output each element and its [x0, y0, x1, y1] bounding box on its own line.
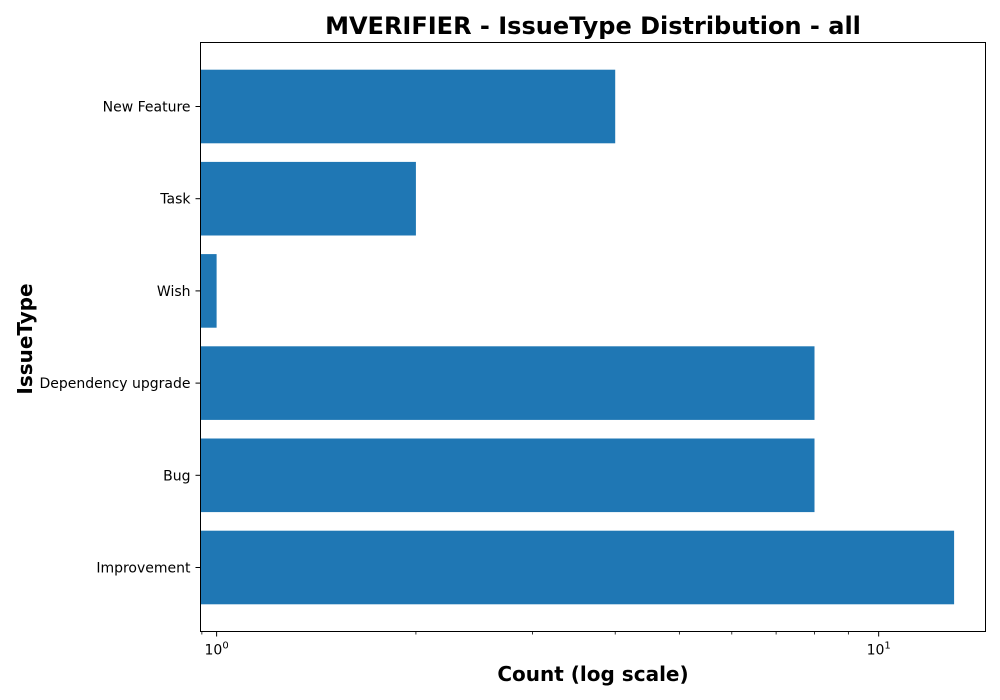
bar-dependency-upgrade [200, 346, 815, 420]
bar-task [200, 161, 416, 236]
ticks-layer: New Feature Task Wish Dependency upgrade Bug… [39, 100, 890, 659]
y-tick-label: Wish [157, 284, 191, 300]
bar-bug [200, 438, 815, 513]
x-axis-label: Count (log scale) [497, 662, 688, 686]
bar-wish [200, 254, 217, 328]
y-tick-label: New Feature [103, 100, 191, 116]
y-tick-label: Improvement [96, 561, 191, 577]
y-axis-label: IssueType [13, 283, 37, 394]
bar-improvement [200, 530, 955, 605]
y-tick-label: Task [159, 192, 191, 208]
y-tick-label: Bug [163, 468, 190, 484]
bar-new-feature [200, 69, 616, 144]
chart-title: MVERIFIER - IssueType Distribution - all [325, 12, 861, 40]
y-tick-label: Dependency upgrade [39, 376, 190, 392]
bars-layer [200, 69, 955, 605]
plot-frame [200, 42, 986, 632]
x-tick-label: 101 [867, 641, 891, 659]
x-tick-label: 100 [205, 641, 229, 659]
